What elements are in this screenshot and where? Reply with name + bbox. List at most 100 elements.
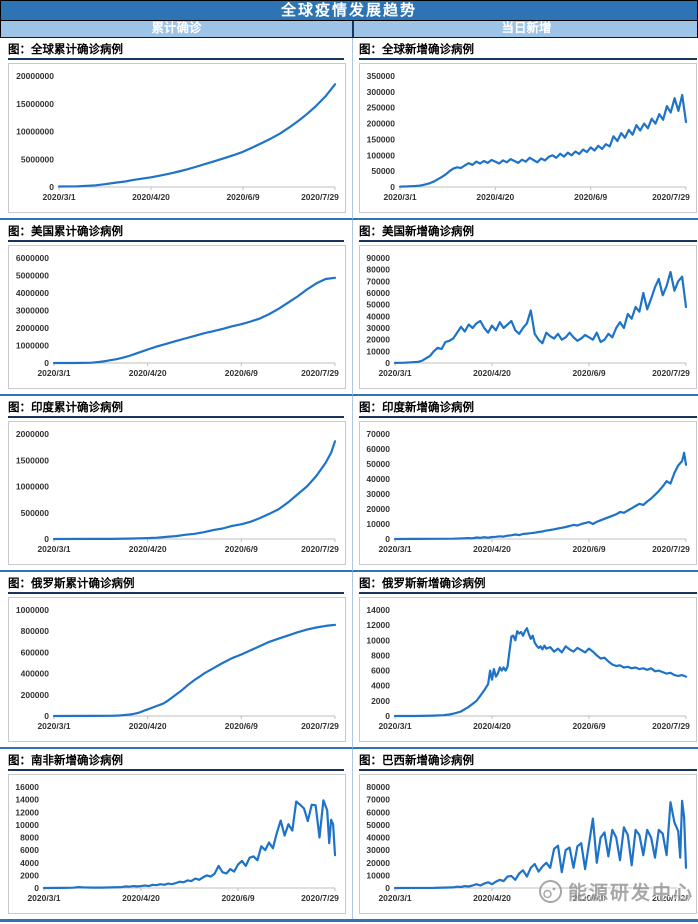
y-axis-label: 70000 — [366, 429, 390, 439]
series-line — [393, 627, 688, 718]
y-axis-label: 50000 — [366, 300, 390, 310]
y-axis-label: 2000000 — [16, 429, 49, 439]
x-axis-label: 2020/6/9 — [574, 192, 607, 202]
chart-canvas: 0 10000 20000 30000 40000 50000 60000 70000 2020… — [366, 429, 690, 554]
series-line — [57, 83, 337, 188]
y-axis-label: 10000000 — [16, 127, 54, 137]
y-axis-label: 30000 — [366, 323, 390, 333]
chart-title: 图：美国累计确诊病例 — [8, 223, 344, 242]
chart-title: 图：印度累计确诊病例 — [8, 399, 344, 418]
y-axis-label: 40000 — [366, 833, 390, 843]
y-axis-label: 1000000 — [16, 605, 49, 615]
y-axis-label: 500000 — [21, 508, 50, 518]
y-axis-label: 12000 — [15, 807, 39, 817]
y-axis-label: 0 — [44, 358, 49, 368]
y-axis-label: 12000 — [366, 620, 390, 630]
x-axis-label: 2020/3/1 — [27, 893, 60, 903]
chart-cell-india-new: 图：印度新增确诊病例 0 10000 20000 30000 40000 50000 600… — [353, 396, 698, 572]
chart-canvas: 0 200000 400000 600000 800000 1000000 2020/3/1… — [16, 605, 339, 731]
y-axis-label: 60000 — [366, 444, 390, 454]
y-axis-label: 60000 — [366, 807, 390, 817]
x-axis-label: 2020/3/1 — [37, 721, 70, 731]
x-axis-label: 2020/3/1 — [378, 544, 411, 554]
y-axis-label: 0 — [49, 182, 54, 192]
y-axis-label: 1500000 — [16, 455, 49, 465]
y-axis-label: 0 — [385, 534, 390, 544]
y-axis-label: 200000 — [367, 119, 396, 129]
series-line — [393, 799, 688, 890]
x-axis-label: 2020/6/9 — [572, 721, 605, 731]
y-axis-label: 60000 — [366, 288, 390, 298]
y-axis-label: 2000 — [20, 870, 39, 880]
series-line — [393, 270, 688, 365]
chart-canvas: 0 50000 100000 150000 200000 250000 300000 3500… — [367, 71, 691, 202]
y-axis-label: 0 — [34, 883, 39, 893]
y-axis-label: 300000 — [367, 87, 396, 97]
y-axis-label: 80000 — [366, 782, 390, 792]
y-axis-label: 400000 — [21, 669, 50, 679]
y-axis-label: 8000 — [20, 833, 39, 843]
x-axis-label: 2020/4/20 — [473, 544, 511, 554]
chart-cell-southafrica-new: 图：南非新增确诊病例 0 2000 4000 6000 8000 10000 12000 14… — [0, 749, 353, 919]
chart-title: 图：美国新增确诊病例 — [359, 223, 697, 242]
chart-cell-us-cumulative: 图：美国累计确诊病例 0 1000000 2000000 3000000 4000000… — [0, 220, 353, 396]
y-axis-label: 4000000 — [16, 288, 49, 298]
y-axis-label: 600000 — [21, 647, 50, 657]
chart-cell-global-new: 图：全球新增确诊病例 0 50000 100000 150000 200000 25000… — [353, 38, 698, 220]
x-axis-label: 2020/6/9 — [225, 368, 258, 378]
chart-title: 图：俄罗斯新增确诊病例 — [359, 575, 697, 594]
y-axis-label: 0 — [390, 182, 395, 192]
chart-title: 图：巴西新增确诊病例 — [359, 752, 697, 771]
chart-cell-global-cumulative: 图：全球累计确诊病例 0 5000000 10000000 15000000 20000… — [0, 38, 353, 220]
x-axis-label: 2020/4/20 — [129, 721, 167, 731]
chart-title: 图：俄罗斯累计确诊病例 — [8, 575, 344, 594]
y-axis-label: 20000 — [366, 335, 390, 345]
x-axis-label: 2020/4/20 — [476, 192, 514, 202]
y-axis-label: 4000 — [371, 681, 390, 691]
chart-frame: 0 200000 400000 600000 800000 1000000 2020/3/1… — [8, 597, 346, 742]
y-axis-label: 10000 — [15, 820, 39, 830]
y-axis-label: 30000 — [366, 845, 390, 855]
x-axis-label: 2020/6/9 — [572, 544, 605, 554]
y-axis-label: 4000 — [20, 858, 39, 868]
y-axis-label: 40000 — [366, 474, 390, 484]
y-axis-label: 14000 — [366, 605, 390, 615]
y-axis-label: 50000 — [366, 820, 390, 830]
y-axis-label: 16000 — [15, 782, 39, 792]
y-axis-label: 250000 — [367, 103, 396, 113]
chart-frame: 0 10000 20000 30000 40000 50000 60000 70000 2020… — [359, 421, 697, 565]
page-title: 全球疫情发展趋势 — [0, 0, 698, 21]
y-axis-label: 800000 — [21, 626, 50, 636]
y-axis-label: 15000000 — [16, 99, 54, 109]
y-axis-label: 350000 — [367, 71, 396, 81]
x-axis-label: 2020/7/29 — [301, 368, 339, 378]
y-axis-label: 10000 — [366, 870, 390, 880]
chart-cell-india-cumulative: 图：印度累计确诊病例 0 500000 1000000 1500000 2000000 2… — [0, 396, 353, 572]
chart-frame: 0 50000 100000 150000 200000 250000 300000 3500… — [359, 63, 697, 213]
chart-title: 图：全球累计确诊病例 — [8, 41, 344, 60]
x-axis-label: 2020/6/9 — [226, 192, 259, 202]
x-axis-label: 2020/7/29 — [301, 192, 339, 202]
y-axis-label: 10000 — [366, 519, 390, 529]
y-axis-label: 10000 — [366, 635, 390, 645]
x-axis-label: 2020/7/29 — [652, 721, 690, 731]
chart-title: 图：南非新增确诊病例 — [8, 752, 344, 771]
x-axis-label: 2020/7/29 — [301, 721, 339, 731]
y-axis-label: 0 — [385, 358, 390, 368]
chart-canvas: 0 2000 4000 6000 8000 10000 12000 14000 2020/3/1… — [366, 605, 690, 731]
series-line — [42, 799, 337, 890]
x-axis-label: 2020/4/20 — [129, 544, 167, 554]
x-axis-label: 2020/7/29 — [301, 544, 339, 554]
chart-cell-russia-cumulative: 图：俄罗斯累计确诊病例 0 200000 400000 600000 800000 100… — [0, 572, 353, 749]
y-axis-label: 50000 — [366, 459, 390, 469]
x-axis-label: 2020/7/29 — [652, 893, 690, 903]
chart-cell-brazil-new: 图：巴西新增确诊病例 0 10000 20000 30000 40000 50000 600… — [353, 749, 698, 919]
y-axis-label: 1000000 — [16, 341, 49, 351]
y-axis-label: 70000 — [366, 795, 390, 805]
y-axis-label: 0 — [385, 883, 390, 893]
y-axis-label: 30000 — [366, 489, 390, 499]
series-line — [398, 93, 688, 188]
y-axis-label: 20000 — [366, 504, 390, 514]
x-axis-label: 2020/6/9 — [572, 893, 605, 903]
